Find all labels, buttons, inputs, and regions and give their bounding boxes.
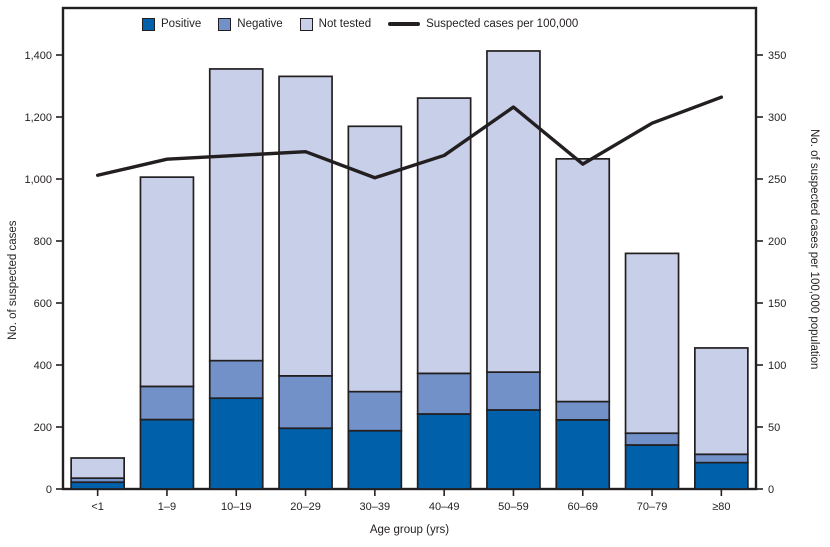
trend-line <box>95 95 724 180</box>
bar-≥80 <box>693 347 749 490</box>
right-tick-label: 350 <box>768 50 786 62</box>
segment-negative <box>693 453 749 464</box>
left-tick-label: 600 <box>34 298 52 310</box>
x-tick-label: 10–19 <box>221 501 252 513</box>
segment-negative <box>624 432 680 446</box>
left-tick-label: 400 <box>34 360 52 372</box>
plot-frame <box>61 6 758 491</box>
segment-positive <box>416 413 472 490</box>
x-axis-ticks: <1 1–9 10–19 20–29 30–39 40–49 50–59 60–69 70–79… <box>91 489 730 513</box>
legend-item-suspected-cases-per-100-000: Suspected cases per 100,000 <box>388 18 578 30</box>
legend-swatch-not-tested <box>299 17 313 31</box>
legend-line-swatch <box>388 22 421 26</box>
bar-60–69 <box>555 158 611 490</box>
x-tick-label: 1–9 <box>158 501 176 513</box>
legend-swatch-negative <box>218 17 232 31</box>
x-tick-label: 60–69 <box>567 501 598 513</box>
legend-item-negative: Negative <box>218 17 283 31</box>
legend-label: Suspected cases per 100,000 <box>426 18 579 30</box>
bar-20–29 <box>278 75 333 490</box>
bars-group <box>70 50 749 490</box>
legend-label: Not tested <box>318 18 372 30</box>
segment-not-tested <box>555 158 611 403</box>
right-axis-ticks: 0 50 100 150 200 250 300 350 <box>756 50 786 496</box>
bar-50–59 <box>486 50 541 490</box>
left-tick-label: 200 <box>34 422 52 434</box>
legend-label: Negative <box>237 18 283 30</box>
right-tick-label: 250 <box>768 174 786 186</box>
legend-swatch-positive <box>142 17 155 31</box>
segment-positive <box>70 481 126 490</box>
legend: Positive Negative Not tested Suspected case… <box>142 16 578 32</box>
segment-not-tested <box>416 97 472 375</box>
bar-10–19 <box>208 68 264 490</box>
segment-negative <box>139 385 195 421</box>
right-tick-label: 200 <box>768 236 786 248</box>
segment-not-tested <box>486 50 541 373</box>
segment-positive <box>693 461 749 490</box>
x-tick-label: 70–79 <box>637 501 668 513</box>
x-tick-label: ≥80 <box>712 501 730 513</box>
segment-not-tested <box>624 252 680 435</box>
segment-negative <box>555 400 611 421</box>
left-axis-title: No. of suspected cases <box>7 220 19 340</box>
segment-positive <box>139 418 195 490</box>
bar-30–39 <box>347 125 403 490</box>
left-tick-label: 1,200 <box>24 112 52 124</box>
right-tick-label: 300 <box>768 112 786 124</box>
legend-label: Positive <box>161 18 202 30</box>
left-tick-label: 0 <box>46 484 52 496</box>
segment-positive <box>624 444 680 490</box>
x-tick-label: 20–29 <box>290 501 321 513</box>
legend-item-positive: Positive <box>142 17 202 31</box>
x-tick-label: 50–59 <box>498 501 529 513</box>
segment-negative <box>347 390 403 432</box>
segment-negative <box>416 372 472 415</box>
segment-not-tested <box>347 125 403 393</box>
right-tick-label: 100 <box>768 360 786 372</box>
bar-70–79 <box>624 252 680 490</box>
segment-not-tested <box>693 347 749 456</box>
segment-positive <box>208 397 264 490</box>
segment-positive <box>555 419 611 490</box>
segment-not-tested <box>70 457 126 479</box>
legend-item-not-tested: Not tested <box>299 17 372 31</box>
segment-positive <box>278 427 333 490</box>
left-axis-ticks: 0 200 400 600 800 1,000 1,200 1,400 <box>24 50 63 496</box>
right-tick-label: 150 <box>768 298 786 310</box>
right-tick-label: 50 <box>768 422 780 434</box>
right-axis-title: No. of suspected cases per 100,000 popul… <box>808 128 820 370</box>
segment-not-tested <box>139 176 195 388</box>
left-tick-label: 800 <box>34 236 52 248</box>
bar-<1 <box>70 457 126 490</box>
x-tick-label: 30–39 <box>360 501 391 513</box>
segment-not-tested <box>278 75 333 377</box>
left-tick-label: 1,000 <box>24 174 52 186</box>
segment-positive <box>486 409 541 490</box>
segment-negative <box>486 371 541 411</box>
segment-negative <box>208 359 264 400</box>
segment-not-tested <box>208 68 264 362</box>
x-tick-label: 40–49 <box>429 501 460 513</box>
right-tick-label: 0 <box>768 484 774 496</box>
x-axis-title: Age group (yrs) <box>369 524 450 536</box>
segment-negative <box>278 375 333 430</box>
segment-positive <box>347 429 403 490</box>
left-tick-label: 1,400 <box>24 50 52 62</box>
bar-40–49 <box>416 97 472 490</box>
x-tick-label: <1 <box>91 501 104 513</box>
bar-1–9 <box>139 176 195 490</box>
